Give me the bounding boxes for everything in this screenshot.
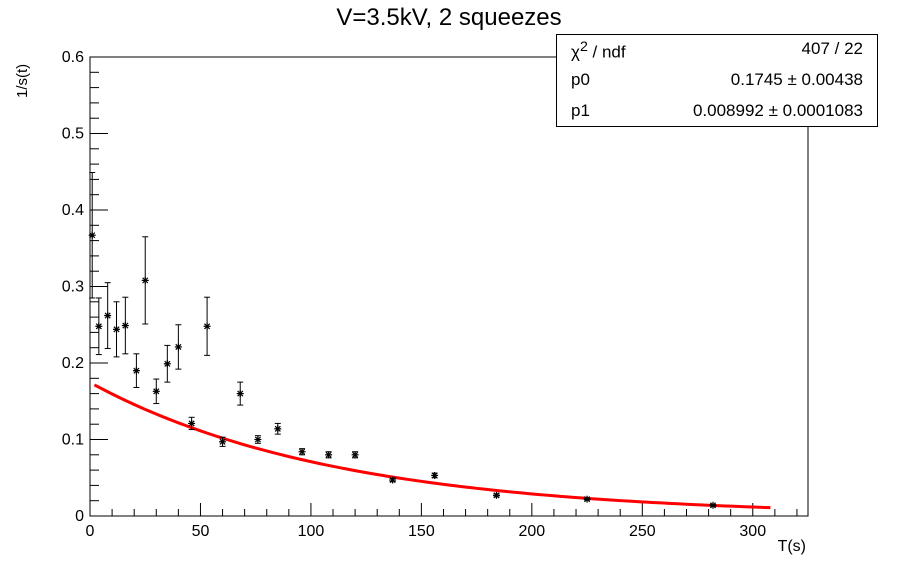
star-marker [431, 472, 438, 479]
p0-label: p0 [571, 70, 590, 89]
star-marker [352, 451, 359, 458]
p1-value: 0.008992 ± 0.0001083 [692, 101, 863, 120]
x-tick-label: 150 [408, 523, 435, 540]
axis-ticks [89, 56, 798, 517]
chart-title: V=3.5kV, 2 squeezes [336, 4, 562, 31]
x-tick-label: 50 [192, 523, 210, 540]
data-point [121, 296, 129, 355]
data-point [709, 501, 717, 509]
star-marker [584, 496, 591, 503]
stat-row-p0: p0 0.1745 ± 0.00438 [557, 66, 877, 96]
chi2-label: χ2 / ndf [571, 39, 626, 63]
fit-curve [93, 383, 771, 510]
y-tick-label: 0.1 [62, 432, 84, 449]
y-tick-label: 0.2 [62, 355, 84, 372]
x-tick-labels: 0 50 100 150 200 250 300 [86, 523, 767, 540]
data-point [174, 324, 182, 370]
p1-label: p1 [571, 101, 590, 120]
data-point [95, 297, 103, 356]
fit-stats-box: χ2 / ndf 407 / 22 p0 0.1745 ± 0.00438 p1… [556, 34, 878, 127]
star-marker [299, 448, 306, 455]
star-marker [175, 343, 182, 350]
star-marker [709, 502, 717, 509]
data-point [583, 495, 591, 503]
chi2-suffix: / ndf [587, 42, 626, 62]
p0-value: 0.1745 ± 0.00438 [730, 70, 863, 89]
chi2-value: 407 / 22 [801, 39, 863, 58]
star-marker [389, 476, 396, 484]
data-point [88, 172, 96, 299]
x-tick-label: 300 [739, 523, 766, 540]
stat-row-p1: p1 0.008992 ± 0.0001083 [557, 97, 877, 127]
stat-row-chi2: χ2 / ndf 407 / 22 [557, 35, 877, 65]
chi2-superscript: 2 [579, 39, 588, 55]
data-point [113, 301, 121, 358]
y-axis-label: 1/s(t) [14, 63, 31, 98]
chi2-symbol: χ [571, 42, 580, 62]
data-point [274, 422, 282, 435]
x-axis-label: T(s) [777, 538, 806, 555]
data-point [203, 296, 211, 356]
data-point [219, 436, 227, 447]
data-points-group [88, 172, 717, 509]
x-tick-label: 100 [298, 523, 325, 540]
star-marker [254, 436, 261, 443]
data-point [163, 344, 171, 383]
data-point [492, 491, 500, 499]
star-marker [133, 367, 140, 374]
star-marker [104, 312, 111, 319]
data-point [389, 476, 397, 484]
data-point [188, 416, 196, 431]
y-tick-label: 0.6 [62, 49, 84, 66]
star-marker [95, 323, 102, 330]
x-tick-label: 0 [86, 523, 95, 540]
data-point [152, 378, 160, 405]
star-marker [493, 492, 500, 499]
x-tick-label: 200 [518, 523, 545, 540]
data-point [298, 448, 306, 456]
star-marker [164, 360, 171, 367]
y-tick-labels: 0 0.1 0.2 0.3 0.4 0.5 0.6 [62, 49, 84, 525]
fit-curve-group [93, 383, 771, 510]
data-point [325, 451, 333, 459]
star-marker [113, 326, 120, 333]
data-point [254, 435, 262, 444]
star-marker [325, 451, 332, 458]
data-point [431, 471, 439, 479]
star-marker [204, 323, 211, 330]
star-marker [153, 388, 160, 395]
data-point [141, 236, 149, 325]
x-tick-label: 250 [629, 523, 656, 540]
star-marker [142, 277, 149, 284]
data-point [236, 381, 244, 406]
star-marker [89, 232, 96, 239]
y-tick-label: 0 [75, 508, 84, 525]
star-marker [274, 425, 281, 432]
data-point [104, 282, 112, 349]
y-tick-label: 0.3 [62, 279, 84, 296]
star-marker [122, 322, 129, 329]
y-tick-label: 0.5 [62, 126, 84, 143]
star-marker [188, 420, 195, 427]
data-point [351, 451, 359, 459]
star-marker [237, 390, 244, 397]
y-tick-label: 0.4 [62, 202, 84, 219]
data-point [132, 353, 140, 388]
star-marker [219, 438, 226, 445]
